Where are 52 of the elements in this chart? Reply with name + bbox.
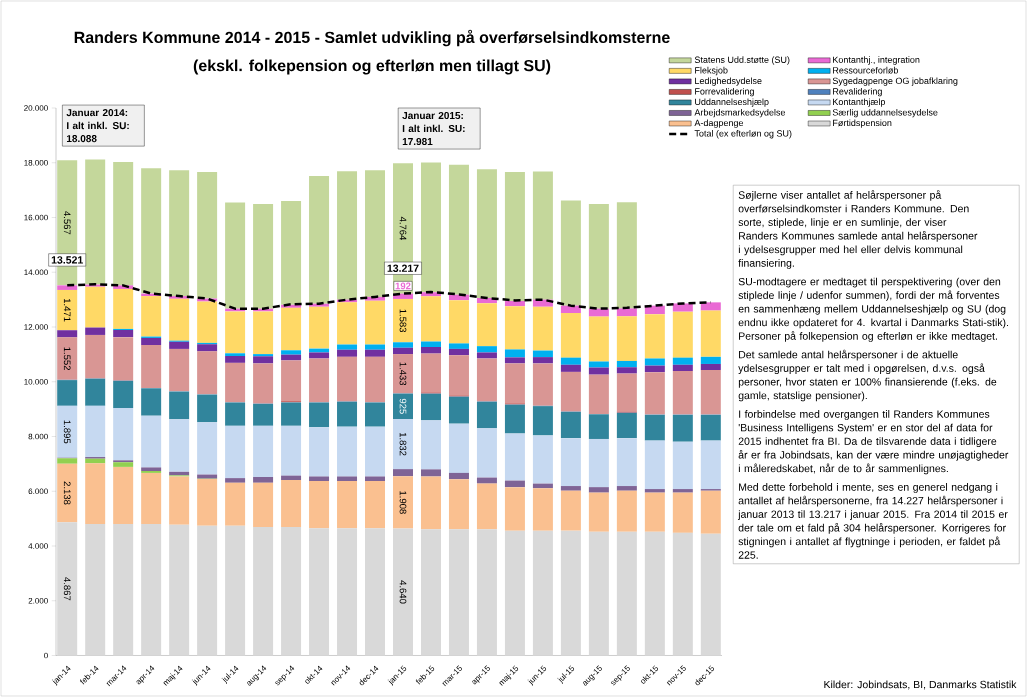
data-label: 4.764: [399, 216, 407, 241]
legend-label: Statens Udd.støtte (SU): [694, 56, 790, 65]
y-tick-label: 12.000: [24, 324, 48, 330]
annotation: Januar 2015: I alt inkl. SU: 17.981: [402, 111, 465, 146]
annotation: Januar 2014: I alt inkl. SU: 18.088: [66, 109, 129, 143]
data-label: 13.521: [51, 256, 83, 264]
data-label: 1.471: [63, 298, 71, 322]
text: I forbindelse med overgangen til Randers Kommunes 'Business Intelligens System' er en stor del af data for 2015 indhentet fra BI. Da de tilsvarende data i tidligere år er fra Jobindsats, kan der være mindre unøjagtigheder i måleredskabet, når de to år sammenlignes.: [738, 410, 1009, 475]
legend-label: Arbejdsmarkedsydelse: [694, 108, 786, 118]
y-tick-label: 16.000: [24, 214, 48, 221]
data-label: 13.217: [387, 264, 419, 272]
text: Søjlerne viser antallet af helårspersoner på overførselsindkomster i Randers Kommune. Den sorte, stiplede, linje er en sumlinje, der viser Randers Kommunes samlede antal helårspersoner i ydelsesgrupper med hel eller delvis kommunal finansiering.: [738, 190, 978, 269]
y-tick-label: 18.000: [24, 159, 48, 166]
data-label: 4.867: [63, 577, 71, 601]
text: Med dette forbehold i mente, ses en generel nedgang i antallet af helårspersonerne, fra 14.227 helårspersoner i januar 2013 til 13.217 i januar 2015. Fra 2014 til 2015 er der tale om et fald på 304 helårspersoner. Korrigeres for stigningen i antallet af flygtninge i perioden, er faldet på 225.: [737, 483, 1008, 559]
y-tick-label: 14.000: [24, 269, 48, 276]
text: Det samlede antal helårspersoner i de aktuelle ydelsesgrupper er talt med i opgørelsen, d.v.s. også personer, hvor staten er 100% finansierende (f.eks. de gamle, statslige pensioner).: [738, 349, 997, 402]
legend-label: Kontanthjælp: [833, 98, 886, 107]
data-label: 4.567: [63, 211, 71, 235]
y-tick-label: 0: [44, 652, 48, 659]
legend-label: Uddannelseshjælp: [695, 98, 769, 107]
legend-label: Revalidering: [833, 87, 882, 97]
data-label: 192: [395, 282, 411, 290]
legend-label: Total (ex efterløn og SU): [694, 130, 792, 139]
chart-title: Randers Kommune 2014 - 2015 - Samlet udvikling på overførselsindkomsterne: [74, 29, 670, 47]
y-tick-label: 20.000: [24, 105, 48, 111]
legend-label: Ledighedsydelse: [695, 77, 762, 86]
legend-label: Fleksjob: [695, 66, 728, 76]
y-tick-label: 2.000: [28, 597, 48, 604]
legend-label: Førtidspension: [833, 119, 892, 128]
data-label: 1.895: [63, 420, 71, 444]
text: Kilder: Jobindsats, BI, Danmarks Statistik: [824, 680, 1017, 690]
legend-label: Ressourceforløb: [833, 66, 898, 74]
data-label: 1.552: [63, 347, 71, 370]
legend-label: Sygedagpenge OG jobafklaring: [832, 77, 958, 86]
data-label: 1.433: [399, 362, 407, 386]
legend-label: Særlig uddannelsesydelse: [832, 108, 938, 118]
text: SU-modtagere er medtaget til perspektivering (over den stiplede linje / udenfor summen), fordi der må forventes en sammenhæng mellem Uddannelseshjælp og SU (dog endnu ikke opdateret for 4. kvartal i Danmarks Stati-stik). Personer på folkepension og efterløn er ikke medtaget.: [738, 277, 1008, 342]
y-tick-label: 4.000: [28, 543, 48, 549]
data-label: 1.583: [399, 309, 407, 333]
chart-subtitle: (ekskl. folkepension og efterløn men tillagt SU): [193, 59, 551, 75]
y-tick-label: 6.000: [28, 488, 48, 495]
data-label: 1.908: [399, 491, 407, 514]
data-label: 4.640: [399, 580, 407, 604]
y-tick-label: 8.000: [28, 433, 48, 440]
legend-label: Kontanthj., integration: [833, 56, 920, 65]
y-tick-label: 10.000: [24, 378, 48, 385]
legend-label: A-dagpenge: [694, 119, 744, 128]
data-label: 925: [399, 398, 407, 414]
data-label: 1.832: [399, 432, 407, 456]
data-label: 2.138: [63, 481, 71, 505]
legend-label: Forrevalidering: [695, 87, 754, 97]
